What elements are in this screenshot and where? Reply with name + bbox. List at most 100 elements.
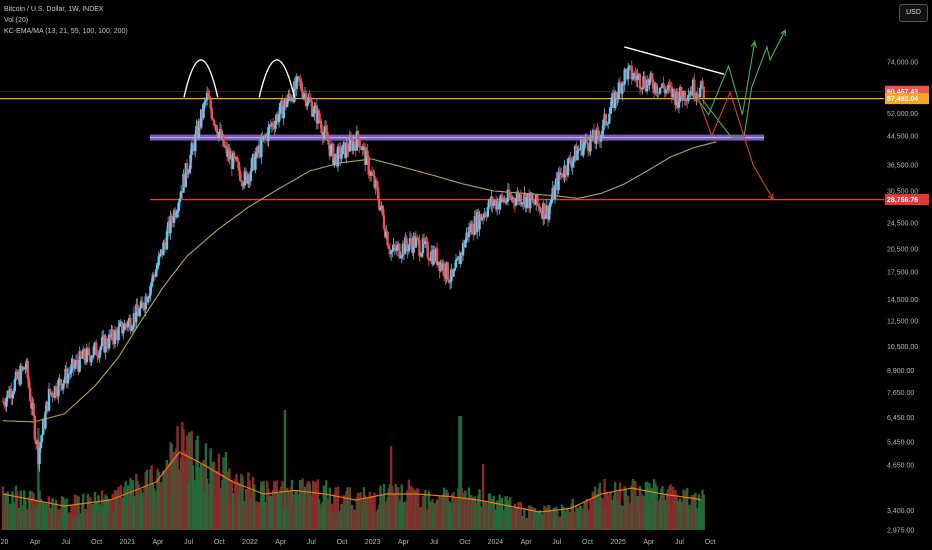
candle	[549, 203, 552, 208]
candle	[398, 243, 401, 258]
candle	[361, 145, 364, 151]
candle	[320, 123, 323, 134]
candle	[156, 265, 159, 270]
candle	[231, 152, 235, 169]
candle	[274, 120, 277, 129]
x-tick-label: 2023	[365, 539, 381, 546]
candle	[28, 387, 32, 401]
candle	[34, 439, 38, 445]
x-tick-label: Apr	[275, 539, 287, 546]
candle	[395, 245, 399, 251]
candle	[267, 127, 270, 142]
candle	[144, 296, 147, 310]
candle	[651, 79, 655, 89]
candle	[519, 194, 523, 205]
candle	[349, 137, 353, 140]
currency-button[interactable]: USD	[899, 4, 928, 22]
candle	[286, 101, 289, 108]
candle	[522, 202, 525, 204]
candle	[282, 106, 285, 119]
price-label-box	[885, 85, 929, 97]
candle	[120, 321, 124, 334]
candle	[578, 149, 582, 151]
volume-bar	[336, 486, 340, 530]
candle	[61, 383, 65, 390]
candle	[543, 203, 546, 219]
candle	[243, 170, 247, 186]
candle	[359, 146, 362, 148]
candle	[44, 411, 47, 429]
candle	[572, 156, 576, 162]
y-tick-label: 5,450.00	[887, 439, 914, 446]
candle	[655, 83, 658, 94]
candle	[2, 401, 6, 405]
candle	[309, 99, 313, 102]
candle	[122, 330, 125, 334]
candle	[40, 434, 44, 442]
candle	[352, 141, 355, 151]
candle	[550, 199, 553, 204]
candle	[24, 368, 27, 370]
candle	[687, 95, 690, 102]
candle	[96, 355, 99, 357]
candle	[453, 267, 457, 271]
candle	[142, 302, 145, 309]
candle	[452, 270, 455, 277]
candle	[454, 260, 458, 268]
candle	[446, 262, 449, 280]
volume-bar	[6, 491, 9, 530]
candle	[615, 92, 618, 99]
candle	[63, 379, 66, 384]
candle	[447, 279, 451, 283]
candle	[124, 323, 127, 326]
candle	[381, 205, 385, 216]
candle	[117, 326, 120, 341]
x-tick-label: Jul	[430, 539, 439, 546]
candle	[94, 342, 98, 356]
candle	[57, 379, 60, 397]
candle	[500, 195, 504, 198]
candle	[464, 239, 467, 248]
volume-bar	[185, 435, 189, 530]
y-tick-label: 74,000.00	[887, 59, 918, 66]
y-tick-label: 6,450.00	[887, 415, 914, 422]
candle	[162, 242, 165, 256]
candle	[78, 351, 81, 372]
price-label: 60,467.43	[887, 89, 918, 96]
candle	[250, 158, 254, 172]
candle	[641, 87, 644, 89]
candle	[322, 132, 326, 139]
candle	[249, 171, 252, 182]
candle	[504, 199, 507, 203]
y-tick-label: 7,650.00	[887, 390, 914, 397]
candle	[378, 199, 381, 210]
candle	[197, 120, 201, 138]
candle	[329, 144, 333, 156]
candle	[66, 374, 70, 384]
candle	[405, 237, 408, 246]
candle	[138, 308, 142, 316]
candle	[643, 76, 646, 88]
y-tick-label: 8,900.00	[887, 368, 914, 375]
candle	[353, 141, 356, 145]
candle	[564, 165, 567, 175]
candle	[393, 244, 396, 248]
candle	[604, 113, 607, 125]
candle	[70, 364, 73, 374]
candle	[602, 119, 605, 131]
candle	[386, 231, 389, 246]
candle	[115, 330, 118, 332]
candle	[409, 238, 413, 244]
candle	[577, 150, 580, 151]
candle	[190, 143, 193, 155]
volume-bar	[308, 483, 311, 530]
candle	[19, 366, 22, 385]
candle	[557, 171, 560, 191]
candle	[176, 211, 179, 214]
candle	[425, 241, 428, 242]
x-tick-label: Apr	[398, 539, 410, 546]
candle	[532, 198, 536, 204]
x-tick-label: Jul	[184, 539, 193, 546]
y-tick-label: 24,500.00	[887, 220, 918, 227]
